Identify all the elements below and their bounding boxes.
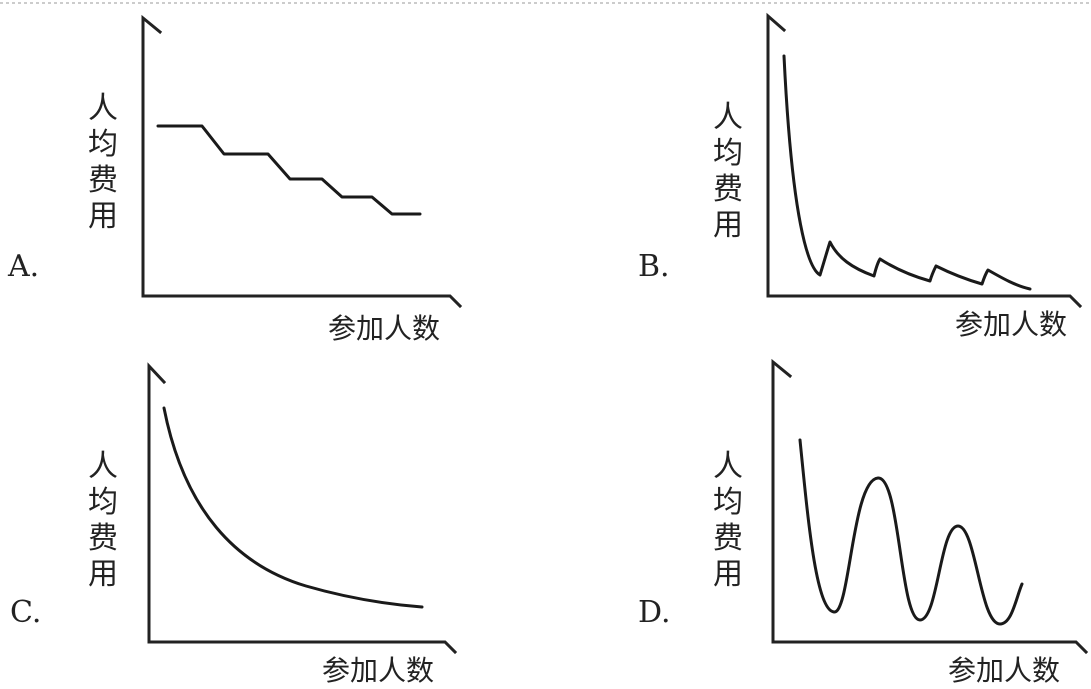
panel-a-axes <box>141 14 463 309</box>
panel-b-curve <box>782 54 1032 291</box>
panel-a-ylabel-3: 费 <box>88 163 118 198</box>
panel-d-curve <box>798 438 1024 626</box>
panel-c-curve <box>162 406 424 609</box>
panel-b-axes <box>766 12 1083 309</box>
panel-a-curve <box>156 124 422 216</box>
panel-d-ylabel-4: 用 <box>713 557 743 592</box>
panel-c-ylabel-3: 费 <box>88 521 118 556</box>
panel-a-ylabel-4: 用 <box>88 199 118 234</box>
panel-c-axes <box>147 362 458 655</box>
panel-c-ylabel-4: 用 <box>88 557 118 592</box>
panel-b-option-letter: B. <box>638 249 670 284</box>
panel-c-xlabel: 参加人数 <box>322 654 434 687</box>
panel-b-xlabel: 参加人数 <box>955 308 1067 341</box>
panel-c[interactable]: 人 均 费 用 参加人数 C. <box>10 362 458 687</box>
panel-b-ylabel-4: 用 <box>713 208 743 243</box>
panel-d[interactable]: 人 均 费 用 参加人数 D. <box>638 358 1089 687</box>
panel-a[interactable]: 人 均 费 用 参加人数 A. <box>7 14 463 345</box>
panel-a-ylabel-1: 人 <box>88 91 118 126</box>
panel-a-ylabel-2: 均 <box>88 127 118 162</box>
panel-b-ylabel-1: 人 <box>713 100 743 135</box>
panel-c-ylabel-2: 均 <box>88 485 118 520</box>
panel-a-xlabel: 参加人数 <box>328 312 440 345</box>
panel-d-ylabel-2: 均 <box>713 485 743 520</box>
panel-c-option-letter: C. <box>10 595 41 630</box>
panel-d-option-letter: D. <box>638 595 671 630</box>
panel-b-ylabel-2: 均 <box>713 136 743 171</box>
panel-d-xlabel: 参加人数 <box>948 654 1060 687</box>
panel-a-option-letter: A. <box>7 249 39 284</box>
panel-b[interactable]: 人 均 费 用 参加人数 B. <box>638 12 1083 341</box>
panel-b-ylabel-3: 费 <box>713 172 743 207</box>
panel-c-ylabel-1: 人 <box>88 449 118 484</box>
panel-d-axes <box>771 358 1089 655</box>
panel-d-ylabel-1: 人 <box>713 449 743 484</box>
panel-d-ylabel-3: 费 <box>713 521 743 556</box>
